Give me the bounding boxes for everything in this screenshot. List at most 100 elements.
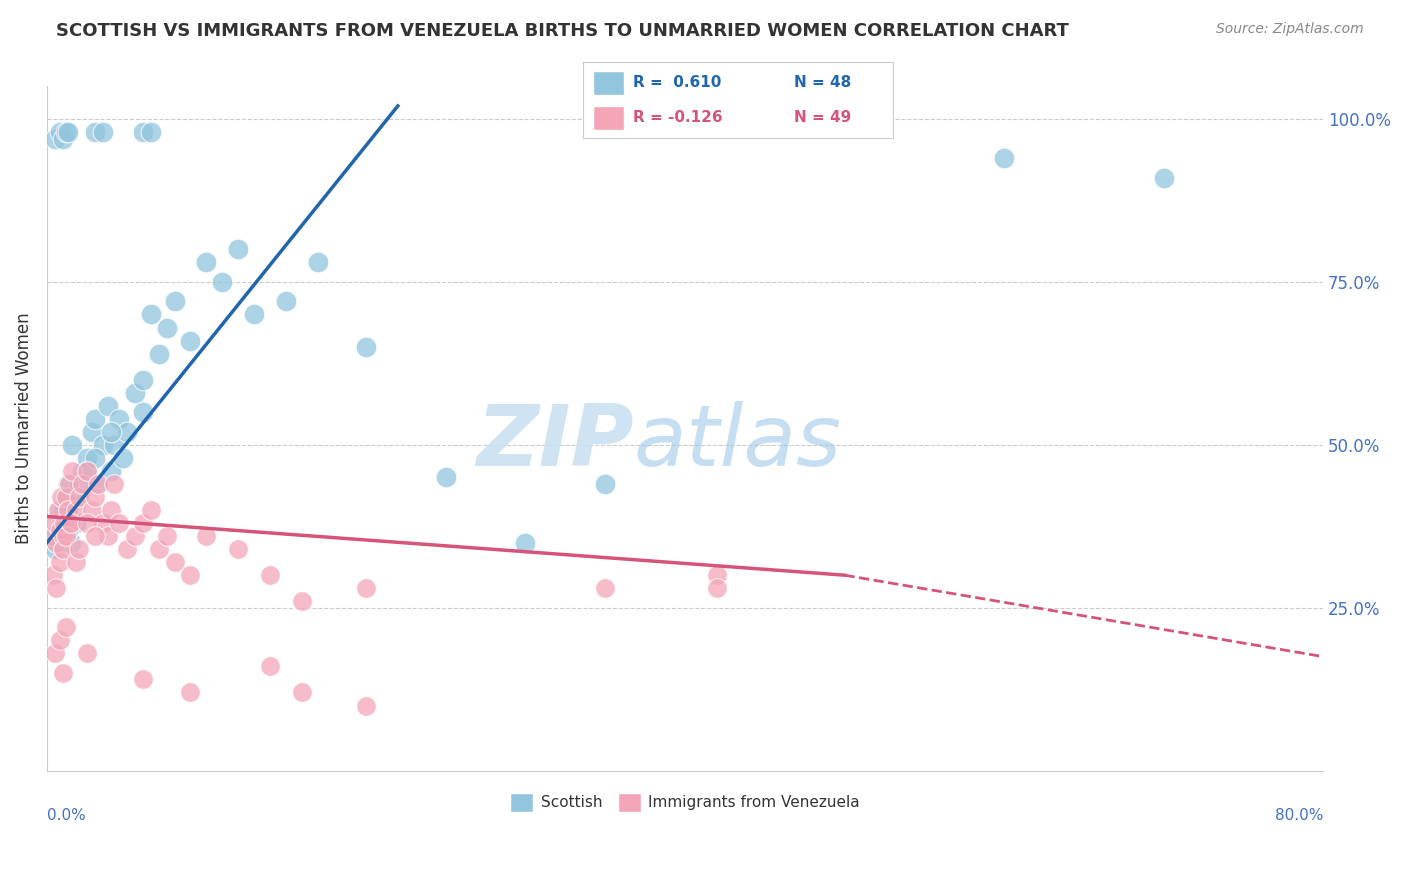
Text: Source: ZipAtlas.com: Source: ZipAtlas.com [1216, 22, 1364, 37]
Point [76, 646, 98, 660]
Point [179, 334, 201, 348]
Point [148, 346, 170, 360]
Point [76, 516, 98, 530]
Point [83, 125, 105, 139]
Point [52, 516, 75, 530]
Point [83, 450, 105, 465]
Point [65, 516, 87, 530]
Point [228, 242, 250, 256]
Point [42, 529, 65, 543]
Point [44, 542, 66, 557]
Point [52, 542, 75, 557]
Point [42, 568, 65, 582]
Point [76, 464, 98, 478]
Point [163, 555, 186, 569]
Point [80, 425, 103, 439]
Point [48, 523, 70, 537]
Point [124, 529, 146, 543]
Point [124, 385, 146, 400]
Point [48, 125, 70, 139]
Point [593, 581, 616, 595]
Point [67, 490, 90, 504]
Point [44, 529, 66, 543]
Point [44, 131, 66, 145]
Point [179, 568, 201, 582]
Point [56, 523, 79, 537]
Point [131, 516, 153, 530]
Point [62, 464, 84, 478]
Point [139, 308, 162, 322]
Point [354, 698, 377, 713]
Point [107, 411, 129, 425]
Point [706, 568, 728, 582]
Point [59, 516, 82, 530]
Point [48, 503, 70, 517]
Point [139, 125, 162, 139]
Text: N = 49: N = 49 [794, 111, 851, 125]
Point [44, 646, 66, 660]
Point [55, 490, 77, 504]
Point [131, 373, 153, 387]
Point [65, 503, 87, 517]
Point [179, 685, 201, 699]
Point [67, 490, 90, 504]
Point [51, 490, 73, 504]
Point [131, 405, 153, 419]
Point [62, 438, 84, 452]
Point [52, 131, 75, 145]
FancyBboxPatch shape [593, 70, 624, 95]
Point [103, 477, 125, 491]
Text: ZIP: ZIP [477, 401, 634, 483]
Point [56, 477, 79, 491]
Point [45, 581, 67, 595]
Point [45, 535, 67, 549]
Point [67, 542, 90, 557]
Point [195, 529, 218, 543]
Point [131, 673, 153, 687]
Point [44, 516, 66, 530]
Point [100, 503, 122, 517]
Point [148, 542, 170, 557]
Text: R = -0.126: R = -0.126 [633, 111, 723, 125]
Point [59, 535, 82, 549]
Point [48, 529, 70, 543]
Point [993, 151, 1015, 165]
Point [96, 399, 118, 413]
Point [83, 529, 105, 543]
Point [62, 490, 84, 504]
Point [91, 516, 114, 530]
Point [48, 555, 70, 569]
Text: SCOTTISH VS IMMIGRANTS FROM VENEZUELA BIRTHS TO UNMARRIED WOMEN CORRELATION CHAR: SCOTTISH VS IMMIGRANTS FROM VENEZUELA BI… [56, 22, 1069, 40]
Point [52, 529, 75, 543]
Point [70, 464, 93, 478]
Point [56, 503, 79, 517]
Point [55, 529, 77, 543]
Point [48, 633, 70, 648]
Point [291, 685, 314, 699]
Text: 80.0%: 80.0% [1275, 808, 1323, 823]
Point [76, 464, 98, 478]
Point [228, 542, 250, 557]
Point [59, 516, 82, 530]
Point [55, 125, 77, 139]
Point [515, 535, 537, 549]
Point [434, 470, 457, 484]
Point [53, 516, 76, 530]
Point [115, 425, 138, 439]
FancyBboxPatch shape [593, 105, 624, 130]
Point [131, 125, 153, 139]
Point [259, 568, 281, 582]
Point [211, 275, 233, 289]
Point [91, 438, 114, 452]
Point [706, 581, 728, 595]
Point [276, 294, 298, 309]
Point [52, 503, 75, 517]
Point [76, 450, 98, 465]
Point [65, 555, 87, 569]
Point [593, 477, 616, 491]
Point [291, 594, 314, 608]
Point [46, 503, 69, 517]
Point [354, 340, 377, 354]
Point [70, 477, 93, 491]
Text: N = 48: N = 48 [794, 76, 851, 90]
